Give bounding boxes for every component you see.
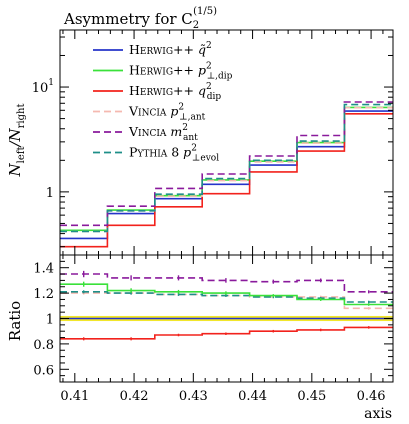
ratio-y-tick-label: 1.2 bbox=[33, 287, 54, 302]
main-series-line-1 bbox=[60, 106, 393, 232]
main-series-group bbox=[60, 101, 393, 248]
legend-entry-label: Herwig++ p2 ⊥,dip bbox=[129, 62, 233, 82]
main-y-axis-label: Nleft/Nright bbox=[6, 104, 27, 178]
ratio-panel-frame bbox=[59, 254, 394, 383]
chart-title-sup: (1/5) bbox=[193, 6, 217, 17]
chart-title-prefix: Asymmetry for C bbox=[63, 10, 193, 28]
legend-entry-label: Vincia p2 ⊥,ant bbox=[128, 103, 206, 123]
legend-entry-label: Pythia 8 p2 ⊥evol bbox=[129, 144, 219, 164]
main-y-ticks: 1 101 bbox=[32, 36, 393, 248]
ratio-x-ticks: 0.41 0.42 0.43 0.44 0.45 0.46 bbox=[60, 255, 386, 404]
ratio-y-axis-label: Ratio bbox=[6, 301, 24, 341]
legend-entry-label: Vincia m2 ant bbox=[128, 123, 198, 143]
x-tick-label: 0.44 bbox=[238, 389, 267, 404]
ratio-y-ticks: 0.6 0.8 1 1.2 1.4 bbox=[33, 254, 393, 383]
main-x-ticks bbox=[62, 30, 384, 255]
ratio-series-line-3 bbox=[60, 273, 393, 293]
main-series-line-4 bbox=[60, 101, 393, 227]
ratio-y-tick-label: 0.6 bbox=[33, 363, 54, 378]
x-tick-label: 0.46 bbox=[357, 389, 386, 404]
main-panel: 1 101 bbox=[32, 29, 394, 256]
main-series-line-2 bbox=[60, 113, 393, 248]
ratio-y-tick-label: 0.8 bbox=[33, 338, 54, 353]
x-tick-label: 0.42 bbox=[120, 389, 149, 404]
x-tick-label: 0.45 bbox=[297, 389, 326, 404]
ratio-series-line-4 bbox=[60, 326, 393, 340]
main-y-tick-label: 1 bbox=[46, 186, 54, 201]
x-tick-label: 0.43 bbox=[179, 389, 208, 404]
legend-entry-label: Herwig++ q2 dip bbox=[129, 82, 221, 102]
x-tick-label: 0.41 bbox=[60, 389, 89, 404]
chart-title-sub: 2 bbox=[193, 20, 199, 31]
x-axis-label: axis bbox=[364, 406, 392, 422]
main-series-line-0 bbox=[60, 110, 393, 240]
ratio-panel: 0.6 0.8 1 1.2 1.4 0.41 0.42 0.43 0.44 0.45 0.46 bbox=[33, 254, 394, 404]
ratio-series-group bbox=[60, 270, 393, 341]
main-series-line-5 bbox=[60, 103, 393, 233]
ratio-y-tick-label: 1.4 bbox=[33, 262, 54, 277]
main-y-tick-label: 101 bbox=[32, 78, 54, 96]
legend-entry-label: Herwig++ q̃2 bbox=[129, 41, 212, 57]
ratio-y-tick-label: 1 bbox=[46, 313, 54, 328]
chart-title: Asymmetry for C2 (1/5) bbox=[63, 6, 217, 31]
main-series-line-3 bbox=[60, 106, 393, 233]
